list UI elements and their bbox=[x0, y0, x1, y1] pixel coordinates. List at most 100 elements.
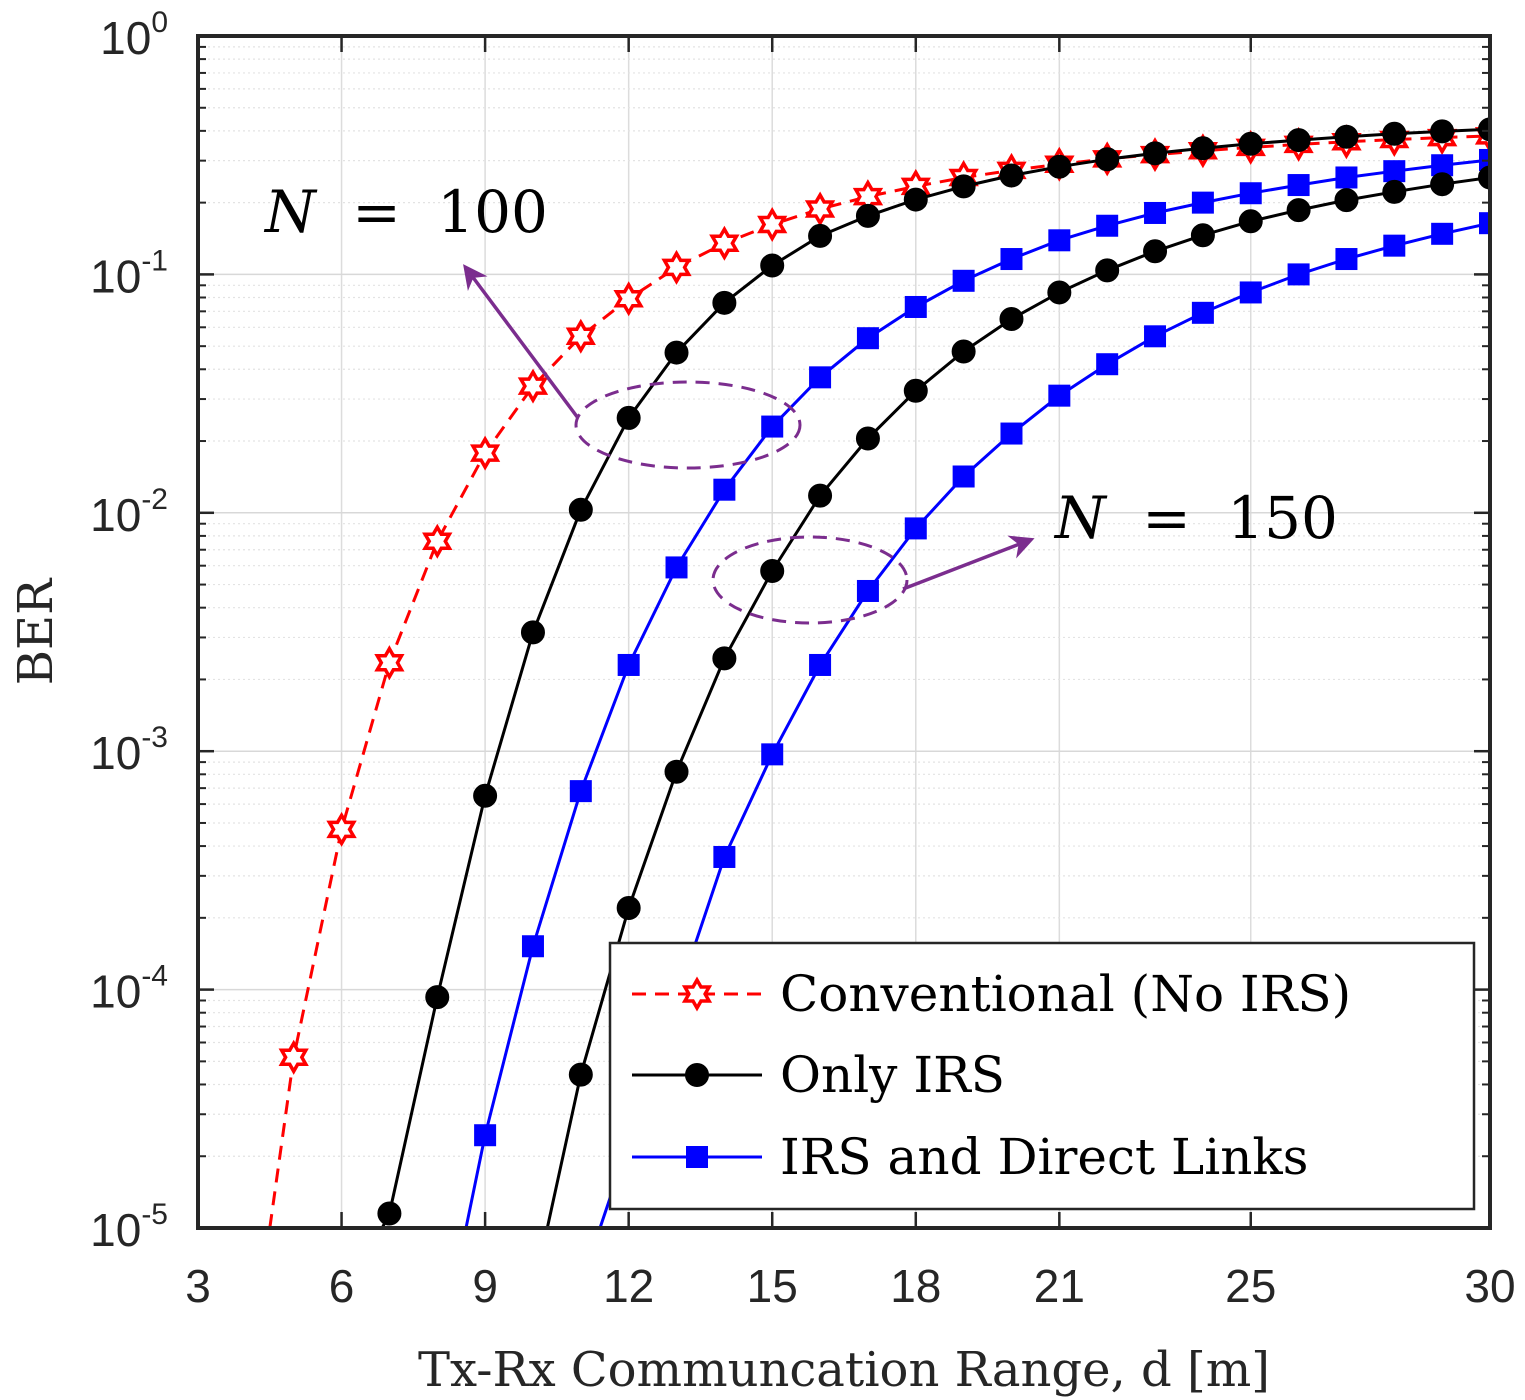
data-point bbox=[808, 483, 833, 508]
data-point bbox=[326, 811, 357, 847]
data-point bbox=[568, 1062, 593, 1087]
data-point bbox=[617, 653, 640, 676]
data-point bbox=[616, 895, 641, 920]
data-point bbox=[425, 985, 450, 1010]
y-tick-label: 10-1 bbox=[90, 244, 168, 302]
x-tick-label: 21 bbox=[1034, 1260, 1085, 1312]
data-point bbox=[1095, 258, 1120, 283]
legend-item-only-irs: Only IRS bbox=[632, 1046, 1005, 1104]
data-point bbox=[951, 174, 976, 199]
data-point bbox=[951, 339, 976, 364]
y-tick-label: 10-2 bbox=[90, 483, 168, 541]
legend-item-conventional: Conventional (No IRS) bbox=[632, 965, 1351, 1023]
series-4 bbox=[545, 165, 1490, 1228]
data-point bbox=[1143, 239, 1168, 264]
data-point bbox=[1048, 229, 1071, 252]
annotation-label-n100: N = 100 bbox=[263, 178, 548, 246]
data-point bbox=[712, 646, 737, 671]
data-point bbox=[1287, 174, 1310, 197]
legend-label-conventional: Conventional (No IRS) bbox=[780, 965, 1351, 1023]
annotation-n150: N = 150 bbox=[711, 484, 1338, 625]
data-point bbox=[1190, 136, 1215, 161]
data-point bbox=[999, 163, 1024, 188]
data-point bbox=[1286, 198, 1311, 223]
data-point bbox=[761, 743, 784, 766]
data-point bbox=[474, 1124, 497, 1147]
data-point bbox=[521, 935, 544, 958]
x-tick-label: 3 bbox=[185, 1260, 211, 1312]
annotation-label-n150: N = 150 bbox=[1053, 484, 1338, 552]
y-tick-base: 10 bbox=[100, 12, 151, 64]
annotation-op-n100: = bbox=[352, 178, 401, 246]
legend: Conventional (No IRS) Only IRS IRS and D… bbox=[608, 941, 1476, 1211]
y-tick-exponent: -5 bbox=[141, 1198, 168, 1231]
annotation-op-n150: = bbox=[1142, 484, 1191, 552]
data-point bbox=[517, 368, 549, 404]
y-tick-base: 10 bbox=[90, 966, 141, 1018]
data-point bbox=[1047, 154, 1072, 179]
y-tick-exponent: 0 bbox=[151, 6, 168, 39]
data-point bbox=[1382, 179, 1407, 204]
y-tick-label: 10-5 bbox=[90, 1198, 168, 1256]
data-point bbox=[613, 281, 644, 317]
data-point bbox=[665, 556, 688, 579]
data-point bbox=[565, 318, 596, 354]
series-2 bbox=[377, 117, 1490, 1228]
data-point bbox=[473, 783, 498, 808]
legend-marker bbox=[686, 1146, 708, 1168]
series-5 bbox=[598, 212, 1490, 1228]
annotation-arrow-n150 bbox=[902, 535, 1035, 591]
data-point bbox=[1000, 422, 1023, 445]
legend-marker bbox=[681, 976, 713, 1012]
data-point bbox=[1430, 119, 1455, 144]
data-point bbox=[1334, 188, 1359, 213]
data-point bbox=[1191, 301, 1214, 324]
data-point bbox=[713, 478, 736, 501]
data-point bbox=[568, 497, 593, 522]
data-point bbox=[1144, 201, 1167, 224]
y-tick-label: 100 bbox=[100, 6, 168, 64]
data-point bbox=[377, 1201, 402, 1226]
annotation-arrow-n100 bbox=[463, 264, 580, 420]
data-point bbox=[999, 307, 1024, 332]
x-tick-label: 9 bbox=[472, 1260, 498, 1312]
data-point bbox=[1191, 191, 1214, 214]
data-point bbox=[712, 290, 737, 315]
data-point bbox=[903, 187, 928, 212]
data-point bbox=[1000, 248, 1023, 271]
data-point bbox=[760, 253, 785, 278]
data-point bbox=[1430, 172, 1455, 197]
data-point bbox=[1238, 131, 1263, 156]
data-point bbox=[664, 340, 689, 365]
y-tick-exponent: -4 bbox=[141, 960, 168, 993]
data-point bbox=[1238, 209, 1263, 234]
legend-item-irs-direct: IRS and Direct Links bbox=[632, 1128, 1308, 1186]
data-point bbox=[1383, 160, 1406, 183]
data-point bbox=[520, 620, 545, 645]
data-point bbox=[661, 249, 692, 285]
data-point bbox=[761, 415, 784, 438]
y-tick-label: 10-4 bbox=[90, 960, 168, 1018]
y-axis-title: BER bbox=[8, 577, 64, 685]
data-point bbox=[904, 517, 927, 540]
data-point bbox=[374, 645, 405, 681]
data-point bbox=[278, 1039, 309, 1075]
data-point bbox=[1239, 182, 1262, 205]
data-point bbox=[469, 435, 501, 471]
data-point bbox=[1478, 117, 1490, 142]
y-tick-exponent: -1 bbox=[141, 244, 168, 277]
series-3 bbox=[464, 148, 1490, 1228]
data-point bbox=[808, 223, 833, 248]
legend-label-only-irs: Only IRS bbox=[780, 1046, 1005, 1104]
data-point bbox=[903, 378, 928, 403]
data-point bbox=[1239, 281, 1262, 304]
data-point bbox=[952, 465, 975, 488]
legend-label-irs-direct: IRS and Direct Links bbox=[780, 1128, 1308, 1186]
data-point bbox=[1143, 141, 1168, 166]
data-point bbox=[1048, 384, 1071, 407]
data-point bbox=[809, 366, 832, 389]
legend-marker-only-irs bbox=[685, 1063, 709, 1087]
x-tick-label: 15 bbox=[747, 1260, 798, 1312]
